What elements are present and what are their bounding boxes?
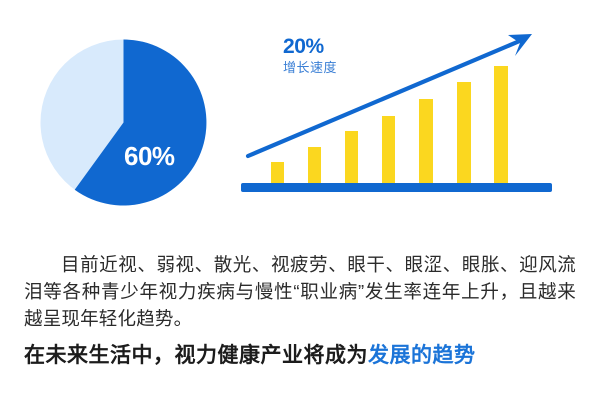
trend-arrow-icon [245, 34, 532, 159]
pie-slice-major [74, 39, 207, 206]
bar-3 [345, 131, 358, 185]
bar-2 [308, 147, 321, 185]
bar-chart-svg [241, 34, 552, 192]
bar-chart [232, 20, 562, 200]
growth-percent: 20% [283, 35, 324, 58]
pie-chart: 60% [40, 39, 207, 206]
bar-1 [271, 162, 284, 185]
headline-plain-text: 在未来生活中，视力健康产业将成为 [24, 344, 368, 367]
bar-6 [457, 82, 471, 185]
headline: 在未来生活中，视力健康产业将成为发展的趋势 [24, 343, 580, 368]
body-paragraph: 目前近视、弱视、散光、视疲劳、眼干、眼涩、眼胀、迎风流泪等各种青少年视力疾病与慢… [24, 253, 576, 329]
growth-callout: 20% 增长速度 [283, 36, 413, 74]
growth-caption: 增长速度 [283, 60, 338, 75]
headline-accent-text: 发展的趋势 [367, 343, 476, 368]
bar-4 [382, 116, 395, 185]
bar-series [271, 66, 508, 185]
chart-baseline [241, 183, 552, 192]
infographic-band: 60% 20% 增长速度 [40, 20, 562, 206]
bar-5 [419, 99, 433, 185]
pie-chart-svg [40, 39, 207, 206]
bar-7 [494, 66, 508, 185]
